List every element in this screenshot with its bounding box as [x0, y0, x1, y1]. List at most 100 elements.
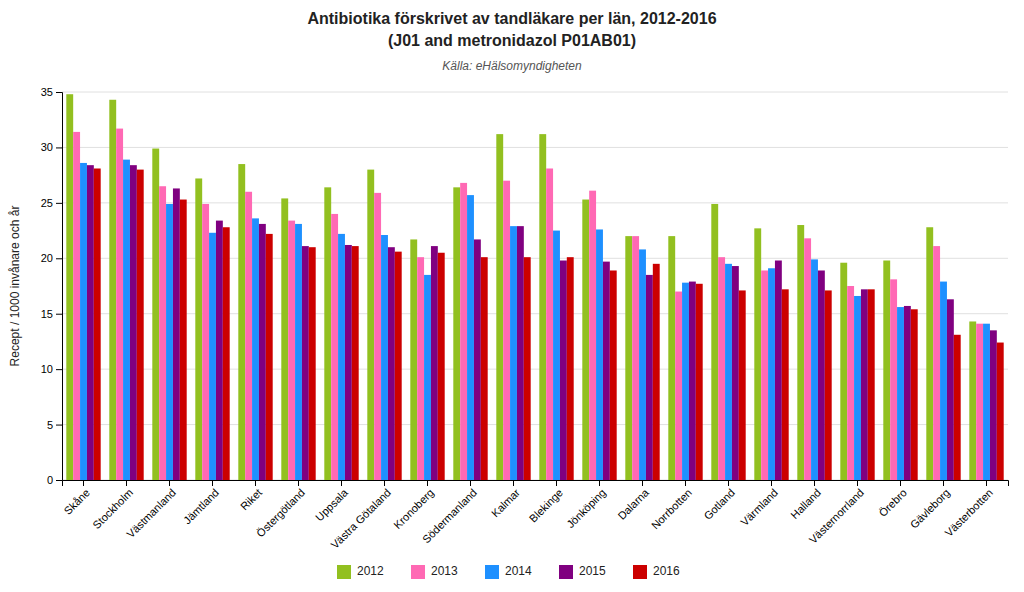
x-tick: Västernorrland [807, 480, 867, 546]
bar [453, 187, 460, 480]
tick-mark [298, 480, 299, 486]
tick-label: 15 [41, 308, 53, 320]
y-tick: 5 [47, 419, 62, 431]
tick-mark [642, 480, 643, 486]
bar [80, 163, 87, 480]
y-tick: 30 [41, 141, 62, 153]
y-tick: 35 [41, 86, 62, 98]
bar [818, 270, 825, 480]
tick-label: Riket [238, 486, 264, 512]
bar [718, 257, 725, 480]
bar [954, 335, 961, 480]
y-axis: 05101520253035 [41, 86, 63, 486]
bar [653, 264, 660, 480]
bar [288, 221, 295, 480]
chart-container: Antibiotika förskrivet av tandläkare per… [0, 0, 1024, 592]
tick-label: 30 [41, 141, 53, 153]
tick-mark [857, 480, 858, 486]
bar [352, 246, 359, 480]
bar [223, 227, 230, 480]
bar [560, 261, 567, 480]
tick-label: Stockholm [90, 486, 135, 531]
x-tick: Östergötland [254, 480, 307, 539]
bar [73, 132, 80, 480]
bar [632, 236, 639, 480]
bar [539, 134, 546, 480]
bar [567, 257, 574, 480]
bar [338, 234, 345, 480]
tick-mark [341, 480, 342, 486]
x-axis: SkåneStockholmVästmanlandJämtlandRiketÖs… [62, 480, 1009, 551]
grid [62, 92, 1008, 480]
bar [696, 284, 703, 480]
bar [309, 247, 316, 480]
bar [897, 307, 904, 480]
bar [66, 94, 73, 480]
bar [180, 200, 187, 480]
grid-line [62, 202, 1008, 203]
bar [388, 247, 395, 480]
tick-label: 5 [47, 419, 53, 431]
tick-label: Skåne [62, 486, 93, 517]
bar [238, 164, 245, 480]
tick-mark [771, 480, 772, 486]
legend-swatch [337, 565, 351, 579]
bar [782, 289, 789, 480]
bar [159, 186, 166, 480]
bar [94, 168, 101, 480]
tick-mark [470, 480, 471, 486]
tick-mark [56, 258, 62, 259]
x-tick: Västmanland [124, 480, 178, 540]
bar [997, 343, 1004, 480]
tick-mark [56, 480, 62, 481]
tick-mark [599, 480, 600, 486]
tick-label: Uppsala [313, 486, 351, 524]
bar [496, 134, 503, 480]
tick-mark [56, 425, 62, 426]
tick-mark [126, 480, 127, 486]
bar [266, 234, 273, 480]
bar-series [80, 160, 990, 480]
axis-line [56, 93, 63, 481]
bars [66, 94, 1003, 480]
bar [732, 266, 739, 480]
chart-svg: Antibiotika förskrivet av tandläkare per… [0, 0, 1024, 592]
y-tick: 15 [41, 308, 62, 320]
x-tick: Norrbotten [649, 480, 694, 532]
subtitle: Källa: eHälsomyndigheten [442, 59, 582, 73]
legend: 20122013201420152016 [337, 564, 680, 579]
legend-swatch [485, 565, 499, 579]
bar [983, 324, 990, 480]
axis-line [63, 481, 1009, 487]
bar [281, 198, 288, 480]
bar [682, 283, 689, 480]
plot: 05101520253035SkåneStockholmVästmanlandJ… [41, 86, 1009, 551]
tick-mark [556, 480, 557, 486]
bar [739, 290, 746, 480]
bar [603, 262, 610, 480]
title: (J01 and metronidazol P01AB01) [388, 32, 636, 49]
bar [137, 170, 144, 480]
y-tick: 10 [41, 363, 62, 375]
bar-series [87, 165, 997, 480]
tick-mark [169, 480, 170, 486]
legend-swatch [411, 565, 425, 579]
tick-label: Dalarna [615, 486, 651, 522]
bar [926, 227, 933, 480]
bar [109, 100, 116, 480]
y-tick: 20 [41, 252, 62, 264]
bar [904, 306, 911, 480]
bar [639, 249, 646, 480]
tick-label: 25 [41, 197, 53, 209]
bar [331, 214, 338, 480]
tick-mark [83, 480, 84, 486]
bar [553, 231, 560, 480]
tick-label: Kronoberg [391, 486, 436, 531]
tick-label: Norrbotten [649, 486, 694, 531]
legend-item: 2015 [559, 564, 606, 579]
tick-mark [685, 480, 686, 486]
bar-series [73, 129, 983, 480]
tick-mark [384, 480, 385, 486]
bar [152, 149, 159, 480]
tick-mark [56, 92, 62, 93]
